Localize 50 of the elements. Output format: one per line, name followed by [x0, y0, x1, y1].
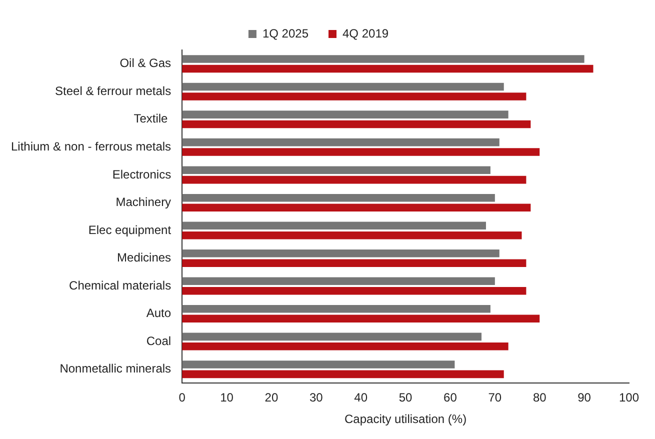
- y-tick-label: Textile: [134, 112, 172, 126]
- x-tick-label: 90: [578, 390, 592, 405]
- bar: [182, 120, 531, 128]
- x-tick-label: 100: [618, 390, 640, 405]
- x-tick-label: 10: [220, 390, 234, 405]
- bar: [182, 286, 526, 295]
- y-tick-label: Elec equipment: [88, 222, 172, 237]
- bar: [182, 305, 490, 313]
- x-tick-label: 40: [354, 390, 368, 405]
- legend-label: 1Q 2025: [262, 26, 309, 40]
- x-axis-title: Capacity utilisation (%): [344, 412, 467, 426]
- y-tick-label: Chemical materials: [69, 278, 172, 292]
- x-tick-label: 0: [178, 390, 186, 405]
- bar: [182, 176, 526, 184]
- bar: [182, 204, 531, 212]
- bar: [182, 64, 594, 73]
- bar: [182, 138, 500, 146]
- y-tick-label: Coal: [146, 334, 172, 348]
- y-tick-label: Auto: [146, 306, 172, 320]
- y-tick-label: Nonmetallic minerals: [60, 362, 172, 376]
- y-tick-label: Lithium & non - ferrous metals: [10, 139, 172, 154]
- bar: [182, 360, 455, 368]
- y-tick-label: Medicines: [117, 250, 172, 265]
- bar: [182, 314, 540, 323]
- x-tick-label: 50: [398, 390, 413, 405]
- y-tick-label: Oil & Gas: [120, 56, 172, 70]
- bar: [182, 332, 482, 341]
- bar: [182, 222, 486, 230]
- bar: [182, 342, 508, 350]
- bar: [182, 166, 490, 174]
- y-tick-label: Steel & ferrour metals: [55, 84, 172, 98]
- legend-label: 4Q 2019: [342, 26, 389, 40]
- bar: [182, 92, 526, 100]
- bar: [182, 110, 508, 118]
- x-tick-label: 60: [444, 390, 458, 405]
- bar: [182, 250, 500, 258]
- y-tick-label: Electronics: [112, 167, 172, 182]
- x-tick-label: 20: [264, 390, 278, 405]
- bar: [182, 194, 495, 202]
- bar: [182, 148, 540, 156]
- x-tick-label: 80: [532, 390, 547, 405]
- x-tick-label: 30: [309, 390, 324, 405]
- bar: [182, 259, 526, 267]
- bar: [182, 277, 495, 286]
- bar: [182, 55, 584, 63]
- bar: [182, 231, 522, 240]
- bar: [182, 82, 504, 91]
- bar: [182, 370, 504, 378]
- x-tick-label: 70: [488, 390, 502, 405]
- y-tick-label: Machinery: [116, 195, 172, 210]
